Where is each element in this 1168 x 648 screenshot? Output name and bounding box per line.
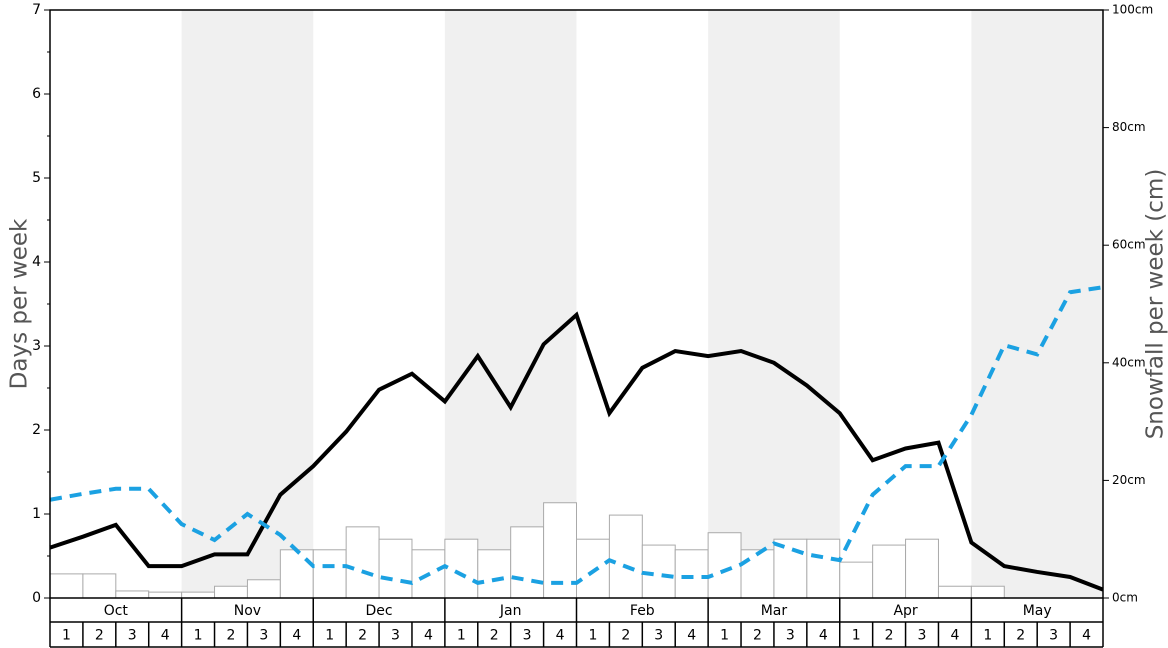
week-label: 3 — [391, 628, 400, 644]
week-label: 1 — [983, 628, 992, 644]
week-label: 1 — [194, 628, 203, 644]
snowfall-bar — [444, 538, 479, 599]
week-label: 4 — [556, 628, 565, 644]
month-label: Dec — [366, 603, 393, 619]
y2-tick-label: 40cm — [1112, 355, 1146, 369]
month-label: Oct — [104, 603, 129, 619]
snowfall-bar — [576, 538, 610, 599]
snowfall-bar — [148, 591, 183, 599]
snowfall-bar — [181, 591, 216, 599]
month-band — [708, 10, 840, 598]
snowfall-bar — [115, 590, 150, 599]
month-band — [971, 10, 1103, 598]
month-label: Apr — [893, 603, 917, 619]
week-label: 1 — [588, 628, 597, 644]
month-label: Jan — [499, 603, 522, 619]
week-label: 1 — [457, 628, 466, 644]
snowfall-bar — [246, 579, 281, 599]
week-label: 1 — [325, 628, 334, 644]
snowfall-bar — [82, 573, 117, 599]
snowfall-bar — [477, 549, 512, 599]
line-series — [49, 311, 1104, 592]
week-label: 2 — [621, 628, 630, 644]
snowfall-bar — [674, 549, 709, 599]
week-label: 2 — [490, 628, 499, 644]
y-tick-label: 1 — [32, 506, 41, 522]
week-label: 2 — [95, 628, 104, 644]
line-series — [49, 285, 1104, 585]
snowfall-bar — [740, 549, 775, 599]
week-label: 2 — [1016, 628, 1025, 644]
week-label: 3 — [786, 628, 795, 644]
snowfall-bar — [839, 561, 874, 599]
y-axis-title: Days per week — [7, 218, 33, 389]
week-label: 4 — [1082, 628, 1091, 644]
month-band — [181, 10, 314, 598]
snowfall-bar — [970, 585, 1005, 599]
y2-tick-label: 20cm — [1112, 473, 1146, 487]
week-label: 1 — [852, 628, 861, 644]
y-tick-label: 4 — [32, 254, 41, 270]
y-tick-label: 2 — [32, 422, 41, 438]
snowfall-bar — [608, 514, 643, 599]
week-label: 4 — [161, 628, 170, 644]
y-tick-label: 6 — [32, 86, 41, 102]
snowfall-bar — [378, 538, 413, 599]
week-label: 1 — [720, 628, 729, 644]
week-label: 1 — [62, 628, 71, 644]
snowfall-bar — [872, 544, 907, 599]
snowfall-bar — [806, 538, 841, 599]
week-label: 3 — [918, 628, 927, 644]
snowfall-bar — [707, 532, 742, 599]
snowfall-bar — [279, 549, 314, 599]
week-label: 4 — [292, 628, 301, 644]
week-label: 3 — [523, 628, 532, 644]
week-label: 4 — [950, 628, 959, 644]
y2-tick-label: 0cm — [1112, 591, 1138, 605]
month-label: Nov — [234, 603, 261, 619]
snowfall-bar — [214, 585, 248, 599]
y-tick-label: 7 — [32, 2, 41, 18]
snowfall-bar — [345, 526, 380, 599]
week-label: 4 — [819, 628, 828, 644]
week-label: 3 — [654, 628, 663, 644]
month-label: Mar — [761, 603, 788, 619]
week-label: 2 — [885, 628, 894, 644]
week-label: 4 — [424, 628, 433, 644]
month-label: Feb — [630, 603, 655, 619]
y2-tick-label: 80cm — [1112, 120, 1146, 134]
week-label: 3 — [1049, 628, 1058, 644]
snowfall-bar — [510, 526, 545, 599]
y-tick-label: 5 — [32, 170, 41, 186]
y2-tick-label: 100cm — [1112, 3, 1153, 17]
week-label: 2 — [227, 628, 236, 644]
snowfall-bar — [312, 549, 347, 599]
month-label: May — [1023, 603, 1052, 619]
snowfall-bar — [773, 538, 808, 599]
week-label: 3 — [128, 628, 137, 644]
week-label: 3 — [259, 628, 268, 644]
snowfall-bar — [937, 585, 972, 599]
snowfall-bar — [905, 538, 939, 599]
week-label: 2 — [358, 628, 367, 644]
week-label: 2 — [753, 628, 762, 644]
month-band — [444, 10, 577, 598]
y2-tick-label: 60cm — [1112, 238, 1146, 252]
y2-axis-title: Snowfall per week (cm) — [1143, 169, 1168, 440]
week-label: 4 — [687, 628, 696, 644]
y-tick-label: 3 — [32, 338, 41, 354]
snowfall-bar — [49, 573, 84, 599]
y-tick-label: 0 — [32, 590, 41, 606]
